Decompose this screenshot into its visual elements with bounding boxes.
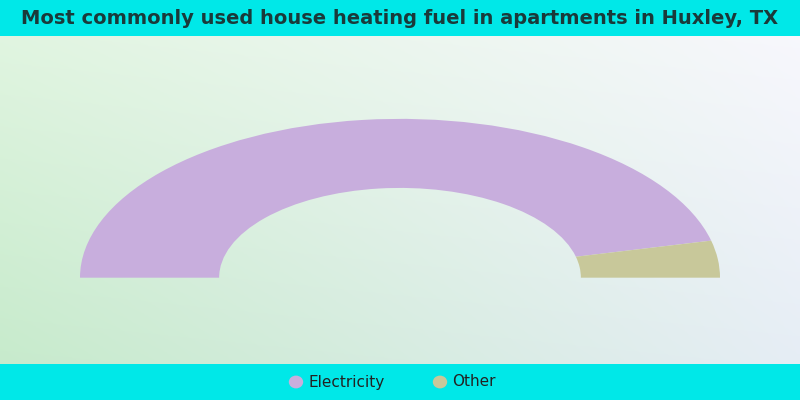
Wedge shape	[80, 119, 711, 278]
Text: Electricity: Electricity	[308, 374, 384, 390]
Text: Other: Other	[452, 374, 495, 390]
Wedge shape	[576, 241, 720, 278]
Text: Most commonly used house heating fuel in apartments in Huxley, TX: Most commonly used house heating fuel in…	[22, 8, 778, 28]
